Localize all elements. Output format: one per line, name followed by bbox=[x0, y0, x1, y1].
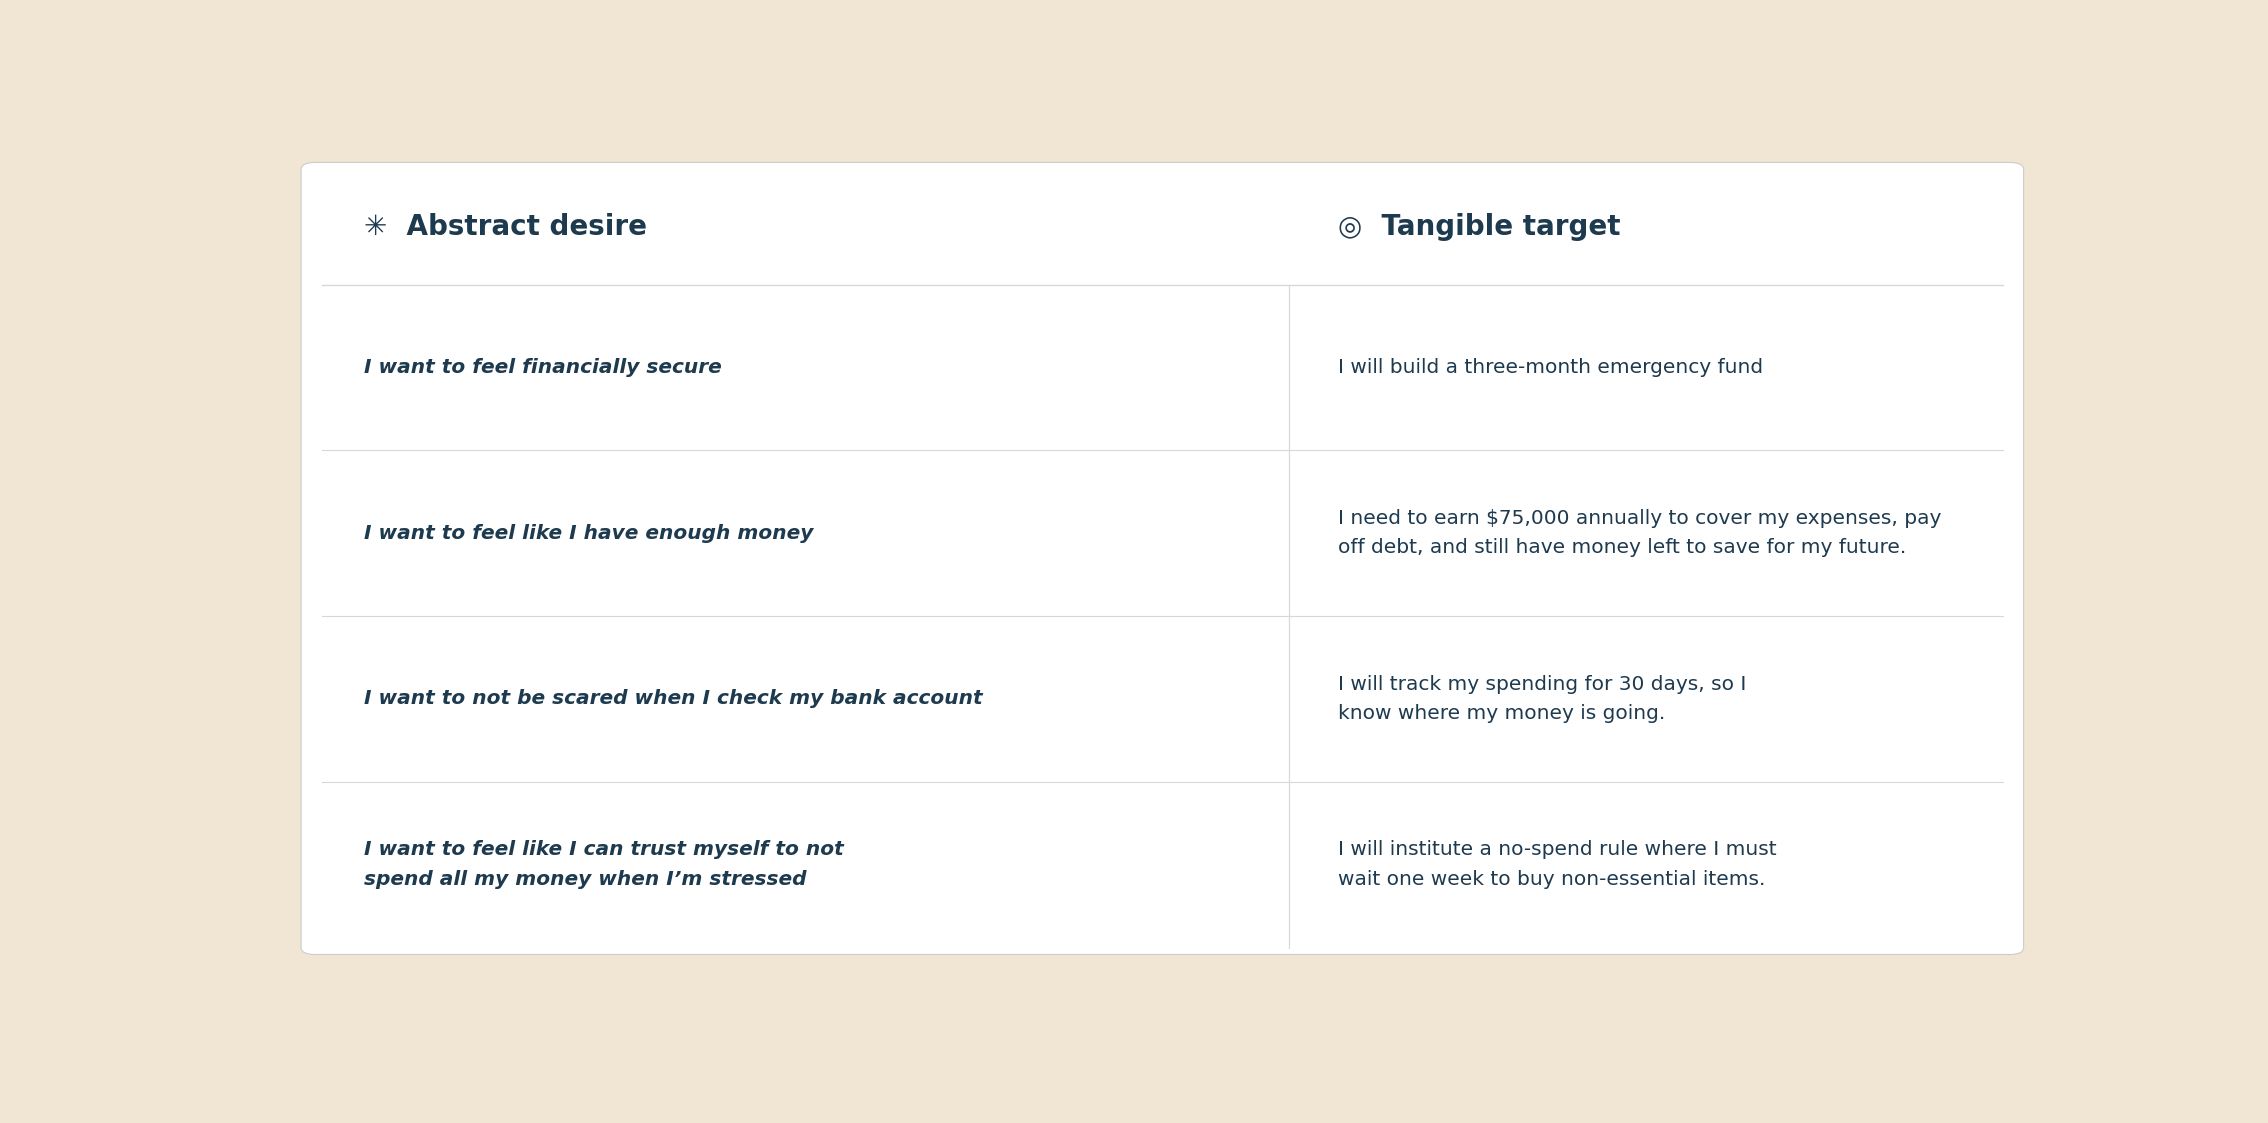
Text: I need to earn $75,000 annually to cover my expenses, pay
off debt, and still ha: I need to earn $75,000 annually to cover… bbox=[1338, 509, 1941, 557]
Text: I will institute a no-spend rule where I must
wait one week to buy non-essential: I will institute a no-spend rule where I… bbox=[1338, 840, 1776, 889]
Text: ◎  Tangible target: ◎ Tangible target bbox=[1338, 213, 1622, 241]
Text: I will build a three-month emergency fund: I will build a three-month emergency fun… bbox=[1338, 358, 1762, 377]
Text: ✳  Abstract desire: ✳ Abstract desire bbox=[365, 213, 646, 241]
FancyBboxPatch shape bbox=[302, 163, 2023, 955]
Text: I want to feel financially secure: I want to feel financially secure bbox=[365, 358, 721, 377]
Text: I want to feel like I can trust myself to not
spend all my money when I’m stress: I want to feel like I can trust myself t… bbox=[365, 840, 844, 889]
Text: I want to feel like I have enough money: I want to feel like I have enough money bbox=[365, 523, 814, 542]
Text: I want to not be scared when I check my bank account: I want to not be scared when I check my … bbox=[365, 690, 982, 709]
Text: I will track my spending for 30 days, so I
know where my money is going.: I will track my spending for 30 days, so… bbox=[1338, 675, 1746, 723]
